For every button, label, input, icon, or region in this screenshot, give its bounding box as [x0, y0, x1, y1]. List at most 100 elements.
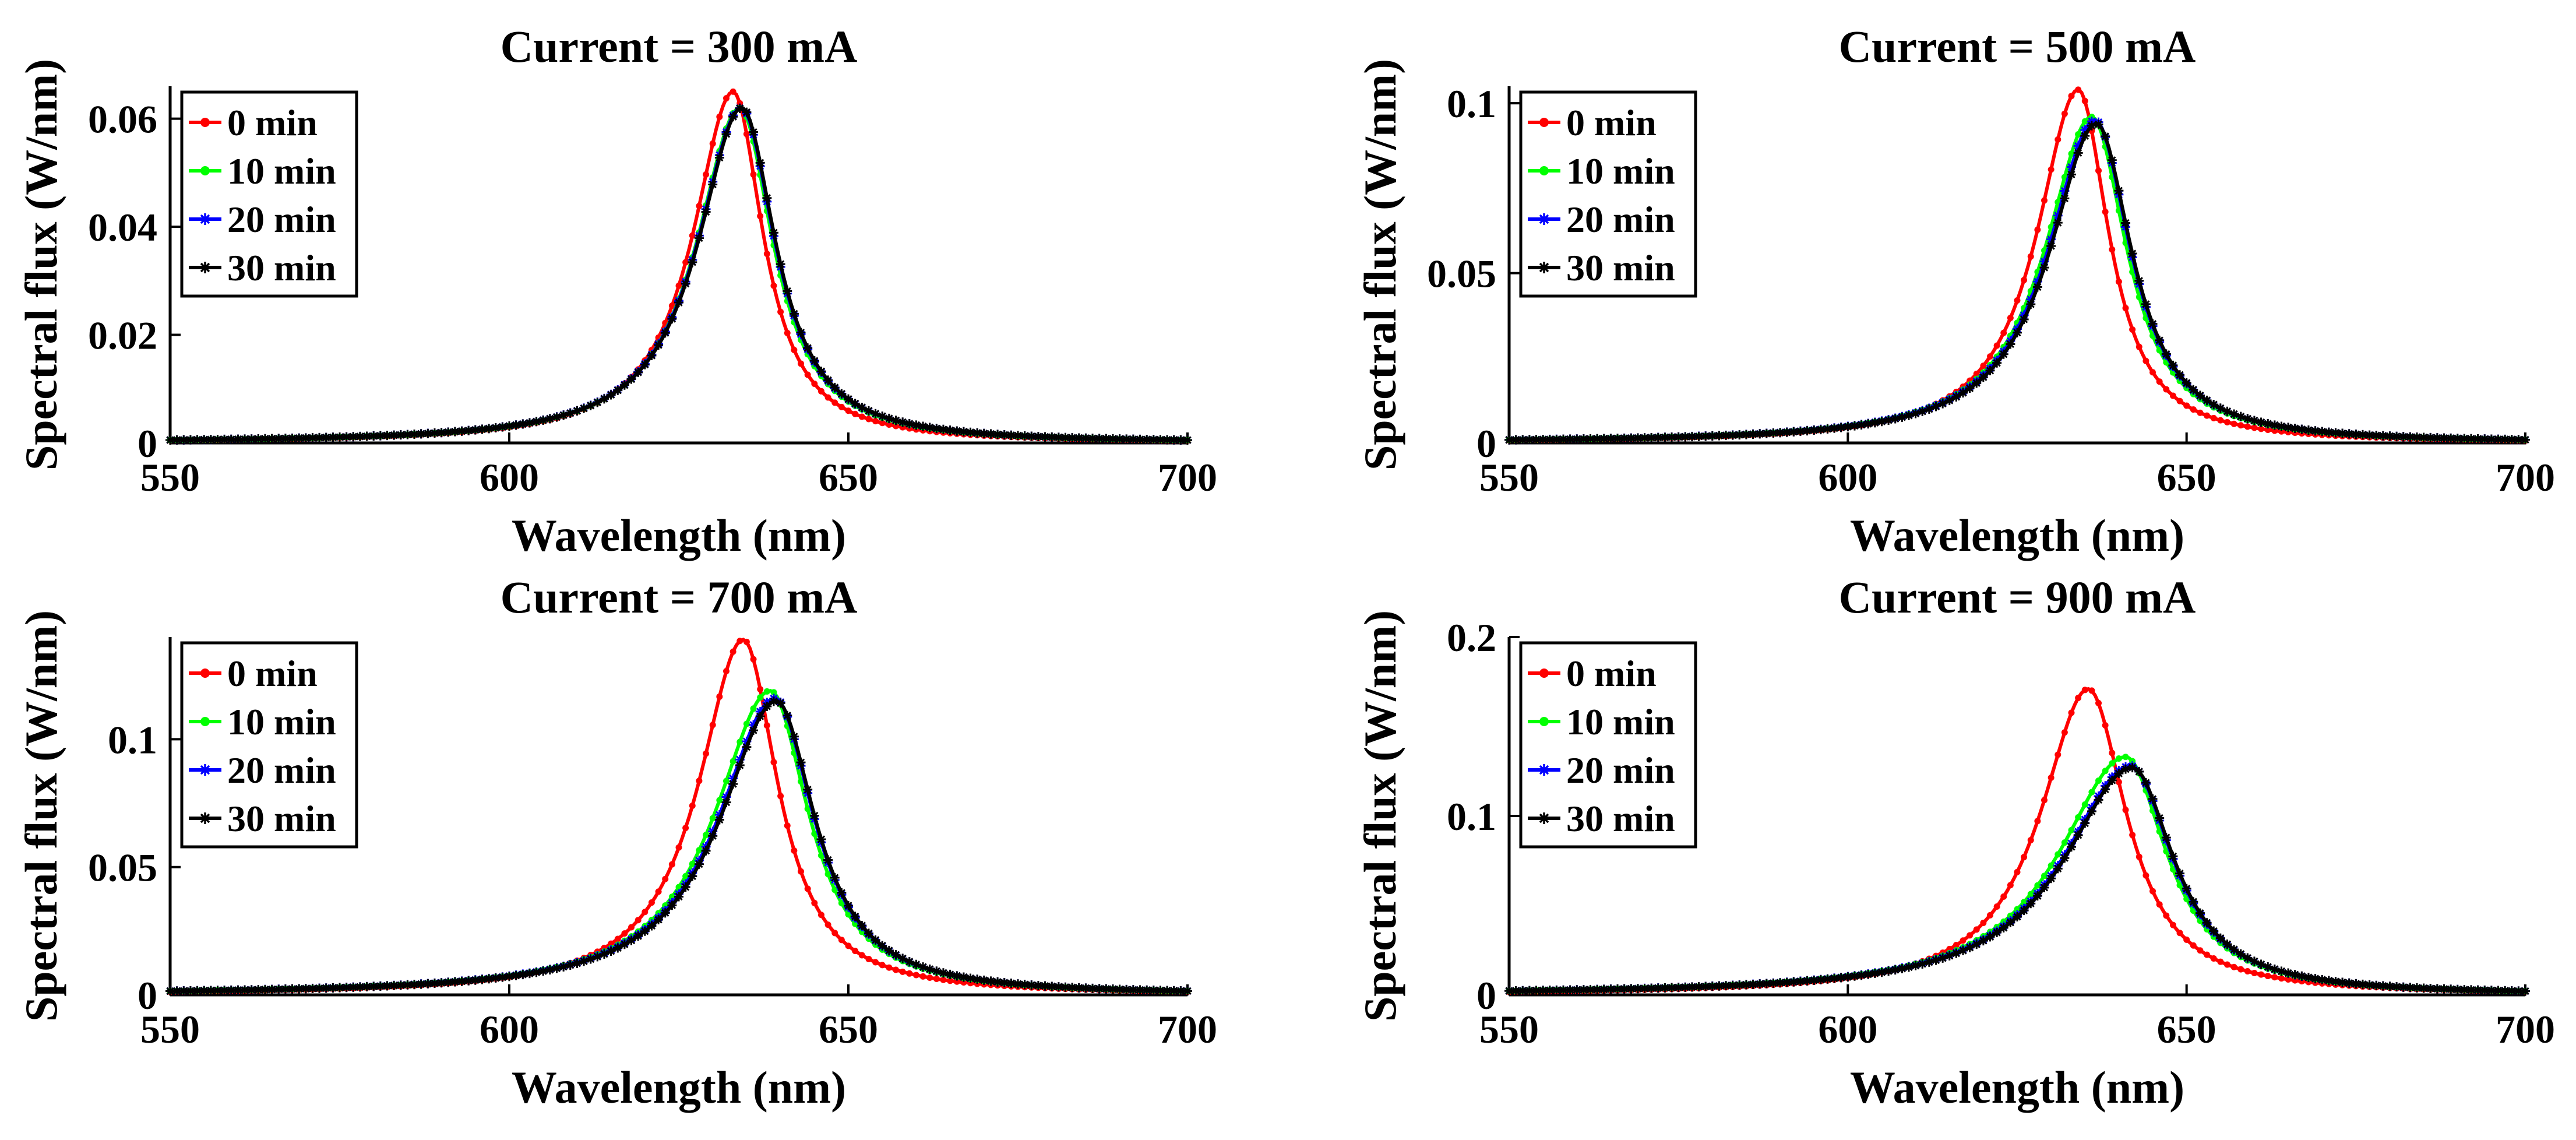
data-point: [2060, 193, 2070, 203]
x-tick-label: 700: [2496, 455, 2555, 499]
data-point: [2073, 831, 2083, 840]
data-point: [1101, 984, 1111, 994]
legend-marker: [1538, 213, 1550, 225]
data-point: [572, 406, 582, 416]
data-point: [362, 982, 372, 992]
data-point: [730, 758, 736, 765]
data-point: [1890, 965, 1900, 975]
data-point: [2115, 755, 2122, 762]
data-point: [628, 924, 635, 931]
data-point: [1863, 419, 1873, 429]
legend-box: [180, 90, 358, 298]
data-point: [1169, 435, 1179, 445]
data-point: [1115, 984, 1125, 994]
data-point: [1944, 951, 1954, 960]
data-point: [703, 832, 710, 839]
data-point: [2155, 813, 2165, 823]
data-point: [879, 962, 886, 969]
data-point: [857, 402, 867, 412]
data-point: [2195, 390, 2205, 400]
legend-marker: [1538, 262, 1550, 273]
data-point: [864, 406, 873, 416]
data-point: [2215, 933, 2225, 943]
data-point: [1067, 433, 1077, 443]
data-point: [2249, 956, 2259, 966]
data-point: [1552, 986, 1562, 995]
data-point: [2521, 986, 2530, 996]
data-point: [904, 418, 914, 428]
data-point: [2290, 424, 2300, 434]
data-point: [668, 302, 675, 309]
data-point: [886, 964, 893, 971]
data-point: [2195, 908, 2205, 918]
data-point: [708, 180, 718, 189]
data-point: [436, 428, 446, 438]
legend-label: 30 min: [1566, 247, 1675, 288]
data-point: [2473, 434, 2483, 444]
data-point: [723, 95, 730, 102]
legend-marker: [1539, 118, 1549, 127]
data-point: [2075, 86, 2082, 93]
data-point: [165, 435, 175, 445]
data-point: [796, 328, 806, 337]
data-point: [1545, 986, 1555, 995]
data-point: [1802, 426, 1812, 436]
data-point: [688, 871, 697, 881]
data-point: [2229, 945, 2239, 955]
data-point: [2439, 984, 2449, 994]
data-point: [2271, 974, 2278, 981]
data-point: [348, 982, 358, 992]
data-point: [824, 394, 831, 401]
data-point: [321, 432, 331, 442]
data-point: [2149, 888, 2156, 895]
y-tick-label: 0: [1476, 421, 1496, 466]
data-point: [1081, 433, 1091, 443]
data-point: [626, 935, 636, 945]
data-point: [2141, 777, 2151, 787]
data-point: [1013, 431, 1023, 441]
chart-panel-3: 550 600 650 700 0 0.05 0.1 Current = 700 mA Wave…: [16, 572, 1217, 1113]
chart-panel-2: 550 600 650 700 0 0.05 0.1 Current = 500 mA Wave…: [1355, 21, 2555, 561]
data-point: [816, 835, 826, 844]
data-point: [2292, 977, 2299, 984]
data-point: [762, 701, 772, 711]
data-point: [852, 948, 859, 955]
data-point: [845, 407, 852, 414]
data-point: [1897, 963, 1907, 973]
data-point: [736, 738, 743, 745]
data-point: [362, 431, 372, 441]
x-axis-label: Wavelength (nm): [1850, 1062, 2184, 1113]
data-point: [925, 964, 935, 974]
data-point: [728, 112, 738, 122]
data-point: [1843, 972, 1853, 982]
data-point: [375, 981, 385, 991]
data-point: [2007, 882, 2014, 889]
data-point: [838, 937, 845, 944]
data-point: [703, 750, 710, 757]
data-point: [864, 928, 873, 938]
data-point: [2175, 868, 2185, 878]
data-point: [2087, 121, 2096, 131]
data-point: [831, 930, 838, 937]
data-point: [1148, 986, 1158, 995]
data-point: [689, 860, 696, 867]
data-point: [798, 868, 805, 875]
data-point: [1504, 435, 1514, 445]
data-point: [1993, 342, 2000, 349]
data-point: [1047, 981, 1057, 991]
data-point: [668, 861, 675, 868]
data-point: [233, 985, 243, 995]
data-point: [328, 983, 338, 993]
data-point: [2244, 423, 2251, 430]
data-point: [1155, 435, 1165, 445]
data-point: [2115, 779, 2122, 786]
data-point: [1585, 985, 1595, 994]
data-point: [891, 416, 901, 425]
data-point: [2331, 428, 2341, 438]
data-point: [865, 416, 872, 423]
data-point: [640, 926, 650, 936]
legend-label: 20 min: [1566, 199, 1675, 240]
data-point: [2048, 862, 2055, 869]
data-point: [2061, 729, 2068, 736]
data-point: [884, 413, 894, 423]
